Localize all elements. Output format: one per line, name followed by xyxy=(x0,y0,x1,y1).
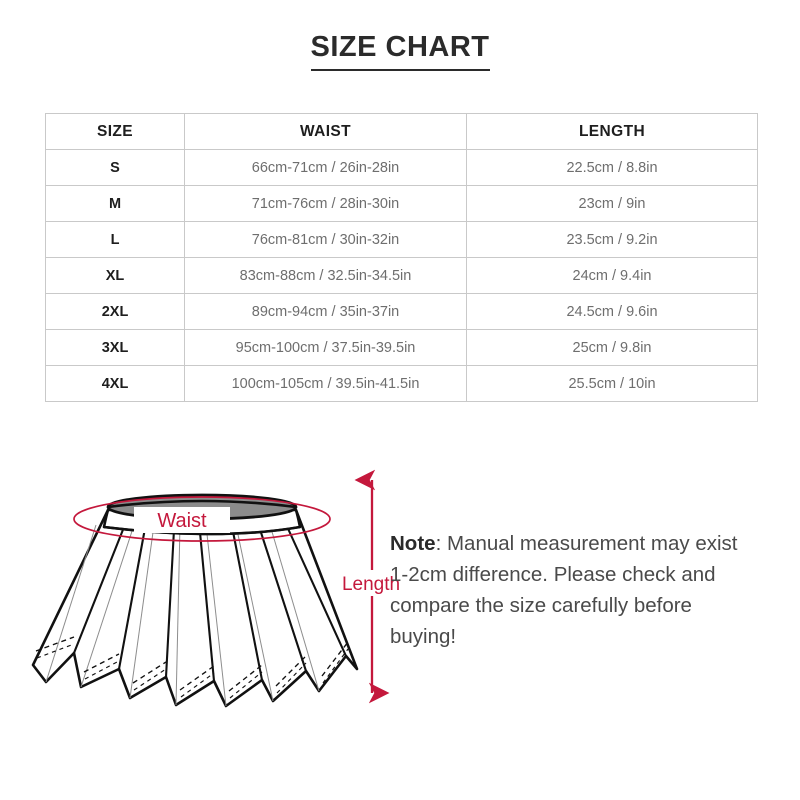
cell-length: 25.5cm / 10in xyxy=(466,365,758,402)
column-header-size: SIZE xyxy=(45,113,185,150)
skirt-illustration-icon xyxy=(31,493,359,708)
cell-length: 25cm / 9.8in xyxy=(466,329,758,366)
cell-length: 23.5cm / 9.2in xyxy=(466,221,758,258)
cell-waist: 100cm-105cm / 39.5in-41.5in xyxy=(184,365,467,402)
table-row: 3XL 95cm-100cm / 37.5in-39.5in 25cm / 9.… xyxy=(45,329,758,366)
cell-length: 23cm / 9in xyxy=(466,185,758,222)
measurement-note: Note: Manual measurement may exist 1-2cm… xyxy=(390,528,750,653)
table-row: M 71cm-76cm / 28in-30in 23cm / 9in xyxy=(45,185,758,222)
cell-size: XL xyxy=(45,257,185,294)
cell-waist: 76cm-81cm / 30in-32in xyxy=(184,221,467,258)
cell-size: L xyxy=(45,221,185,258)
cell-length: 22.5cm / 8.8in xyxy=(466,149,758,186)
length-label-mask xyxy=(338,570,406,596)
note-body: Manual measurement may exist 1-2cm diffe… xyxy=(390,532,738,649)
waist-label: Waist xyxy=(157,510,207,532)
page-title-text: SIZE CHART xyxy=(310,31,490,71)
waist-measure-line xyxy=(73,496,331,542)
cell-waist: 66cm-71cm / 26in-28in xyxy=(184,149,467,186)
cell-waist: 71cm-76cm / 28in-30in xyxy=(184,185,467,222)
cell-waist: 83cm-88cm / 32.5in-34.5in xyxy=(184,257,467,294)
cell-size: 3XL xyxy=(45,329,185,366)
cell-waist: 89cm-94cm / 35in-37in xyxy=(184,293,467,330)
table-row: L 76cm-81cm / 30in-32in 23.5cm / 9.2in xyxy=(45,221,758,258)
page-title: SIZE CHART xyxy=(0,31,800,71)
table-row: XL 83cm-88cm / 32.5in-34.5in 24cm / 9.4i… xyxy=(45,257,758,294)
size-chart-table: SIZE WAIST LENGTH S 66cm-71cm / 26in-28i… xyxy=(45,113,758,402)
cell-size: M xyxy=(45,185,185,222)
cell-size: 4XL xyxy=(45,365,185,402)
cell-size: 2XL xyxy=(45,293,185,330)
cell-length: 24cm / 9.4in xyxy=(466,257,758,294)
table-header-row: SIZE WAIST LENGTH xyxy=(45,113,758,150)
cell-waist: 95cm-100cm / 37.5in-39.5in xyxy=(184,329,467,366)
waist-label-mask xyxy=(134,507,230,533)
table-row: S 66cm-71cm / 26in-28in 22.5cm / 8.8in xyxy=(45,149,758,186)
table-row: 4XL 100cm-105cm / 39.5in-41.5in 25.5cm /… xyxy=(45,365,758,402)
cell-length: 24.5cm / 9.6in xyxy=(466,293,758,330)
column-header-length: LENGTH xyxy=(466,113,758,150)
length-label: Length xyxy=(342,574,400,595)
note-separator: : xyxy=(435,532,442,555)
note-label: Note xyxy=(390,532,436,555)
table-row: 2XL 89cm-94cm / 35in-37in 24.5cm / 9.6in xyxy=(45,293,758,330)
measurement-diagram: Waist Length xyxy=(30,455,410,740)
column-header-waist: WAIST xyxy=(184,113,467,150)
cell-size: S xyxy=(45,149,185,186)
